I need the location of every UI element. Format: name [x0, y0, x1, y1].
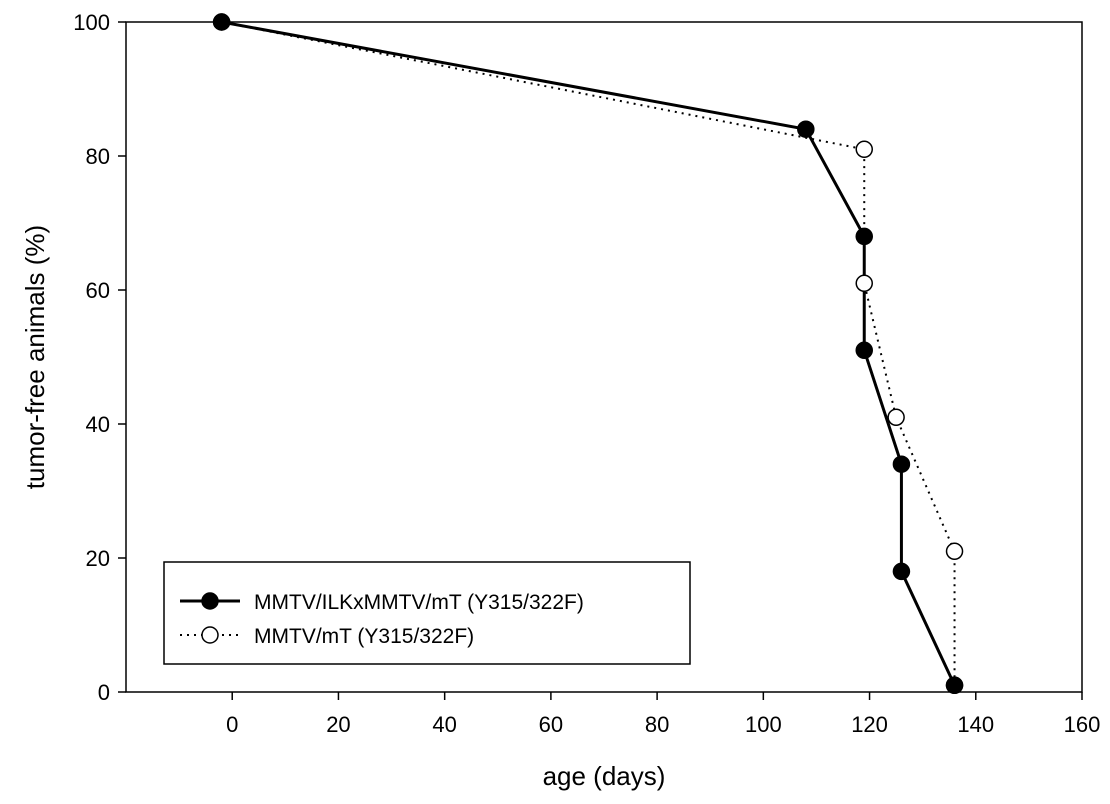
- legend-label-series-1: MMTV/ILKxMMTV/mT (Y315/322F): [254, 591, 584, 614]
- series-1-point-3: [855, 341, 873, 360]
- series-1-point-6: [945, 676, 964, 695]
- y-tick-label-4: 80: [86, 144, 110, 169]
- legend-marker-series-1: [201, 592, 219, 610]
- series-layer: [212, 13, 964, 695]
- series-2-point-3: [887, 408, 905, 427]
- series-2-point-2: [855, 274, 873, 293]
- x-axis-title: age (days): [543, 761, 666, 791]
- y-tick-label-3: 60: [86, 278, 110, 303]
- legend: MMTV/ILKxMMTV/mT (Y315/322F) MMTV/mT (Y3…: [163, 561, 691, 665]
- legend-label-series-2: MMTV/mT (Y315/322F): [254, 625, 474, 648]
- x-tick-label-8: 160: [1064, 712, 1101, 737]
- x-tick-label-3: 60: [539, 712, 563, 737]
- series-1-point-5: [892, 562, 911, 581]
- y-tick-label-5: 100: [73, 10, 110, 35]
- y-tick-label-2: 40: [86, 412, 110, 437]
- y-tick-label-1: 20: [86, 546, 110, 571]
- x-tick-label-7: 140: [957, 712, 994, 737]
- x-tick-label-5: 100: [745, 712, 782, 737]
- series-2-point-4: [945, 542, 964, 561]
- x-tick-label-2: 40: [432, 712, 456, 737]
- y-tick-label-0: 0: [98, 680, 110, 705]
- plot-area: [125, 21, 1083, 693]
- y-axis: 0 20 40 60 80 100: [73, 10, 126, 705]
- y-axis-title: tumor-free animals (%): [20, 225, 50, 489]
- series-1-point-1: [797, 120, 815, 138]
- x-axis: 0 20 40 60 80 100 120 140 160: [226, 692, 1100, 737]
- series-1-point-0: [212, 13, 231, 31]
- legend-marker-series-2: [201, 626, 219, 644]
- x-tick-label-4: 80: [645, 712, 669, 737]
- x-tick-label-0: 0: [226, 712, 238, 737]
- series-1-point-2: [855, 227, 873, 246]
- series-2-point-1: [855, 140, 873, 159]
- x-tick-label-1: 20: [326, 712, 350, 737]
- legend-box: [163, 561, 691, 665]
- x-tick-label-6: 120: [851, 712, 888, 737]
- series-1-point-4: [892, 455, 911, 473]
